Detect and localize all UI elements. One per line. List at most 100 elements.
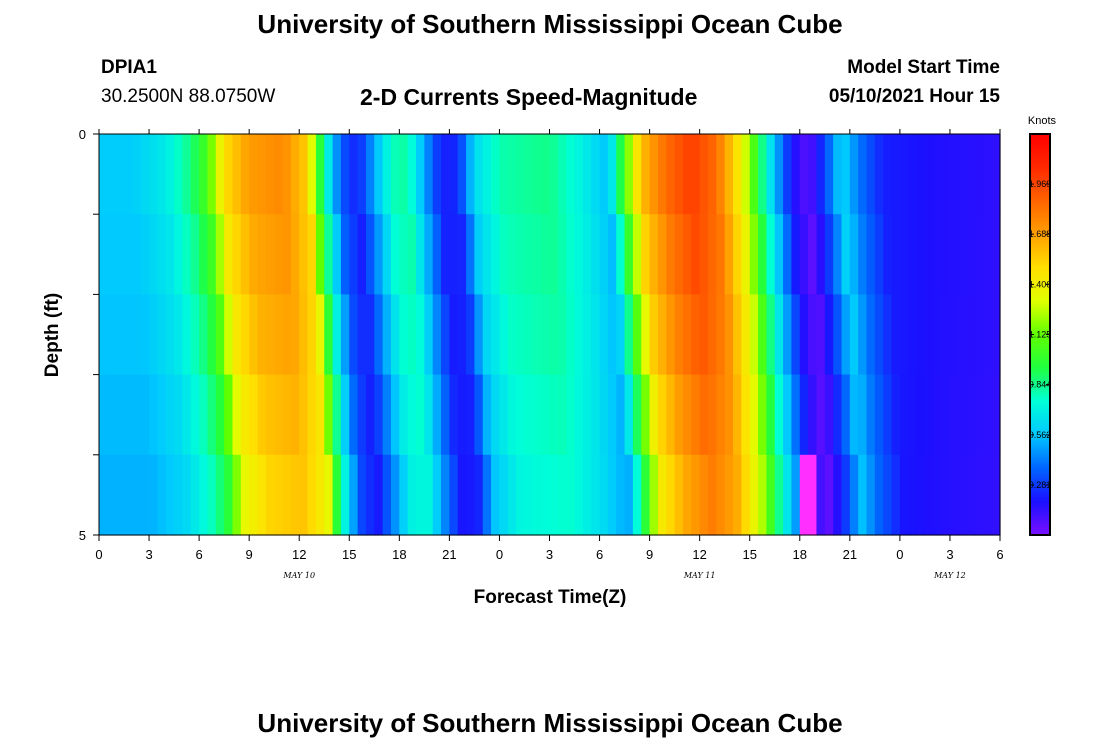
heatmap-cell [616, 294, 626, 376]
heatmap-cell [390, 214, 400, 295]
heatmap-cell [107, 134, 117, 215]
heatmap-cell [482, 454, 492, 536]
heatmap-cell [249, 454, 259, 536]
station-id: DPIA1 [101, 57, 157, 78]
heatmap-cell [274, 214, 284, 295]
heatmap-cell [149, 134, 158, 215]
x-tick-label: 18 [392, 547, 406, 562]
heatmap-cell [666, 454, 676, 536]
heatmap-cell [607, 454, 617, 536]
heatmap-cell [282, 374, 292, 456]
chart-title: 2-D Currents Speed-Magnitude [360, 84, 698, 110]
heatmap-cell [382, 214, 392, 295]
heatmap-cell [749, 454, 759, 536]
heatmap-cell [974, 294, 984, 376]
heatmap-cell [874, 134, 884, 215]
heatmap-cell [99, 374, 108, 456]
heatmap-cell [107, 294, 117, 376]
heatmap-cell [599, 374, 609, 456]
heatmap-cell [741, 454, 751, 536]
heatmap-cell [124, 454, 133, 536]
heatmap-cell [924, 454, 934, 536]
heatmap-cell [132, 374, 142, 456]
heatmap-cell [149, 454, 158, 536]
heatmap-cell [616, 134, 626, 215]
heatmap-cell [365, 214, 375, 295]
x-tick-label: 21 [843, 547, 857, 562]
heatmap-cell [99, 454, 108, 536]
heatmap-cell [824, 294, 834, 376]
heatmap-cell [941, 134, 951, 215]
heatmap-cell [491, 294, 501, 376]
heatmap-cell [349, 214, 359, 295]
heatmap-cell [708, 214, 717, 295]
heatmap-cell [899, 134, 909, 215]
heatmap-cell [441, 134, 450, 215]
heatmap-cell [457, 454, 467, 536]
heatmap-cell [482, 134, 492, 215]
heatmap-cell [524, 374, 534, 456]
heatmap-cell [416, 294, 425, 376]
heatmap-cell [441, 294, 450, 376]
heatmap-cell [99, 134, 108, 215]
heatmap-cell [591, 134, 601, 215]
heatmap-cell [132, 294, 142, 376]
heatmap-cell [891, 294, 901, 376]
heatmap-cell [190, 294, 200, 376]
heatmap-cell [315, 294, 325, 376]
heatmap-cell [324, 134, 334, 215]
heatmap-cell [290, 134, 300, 215]
heatmap-cell [157, 214, 167, 295]
x-tick-label: 3 [145, 547, 152, 562]
heatmap-cell [783, 134, 793, 215]
day-label: MAY 10 [282, 571, 315, 580]
heatmap-cell [299, 374, 309, 456]
heatmap-cell [582, 214, 592, 295]
heatmap-cell [557, 214, 567, 295]
heatmap-cell [307, 454, 317, 536]
heatmap-cell [716, 454, 726, 536]
heatmap-cell [224, 374, 234, 456]
heatmap-cell [199, 454, 209, 536]
heatmap-cell [949, 134, 959, 215]
heatmap-cell [482, 374, 492, 456]
x-tick-label: 9 [646, 547, 653, 562]
heatmap-cell [566, 214, 576, 295]
heatmap-cell [474, 374, 484, 456]
heatmap-cell [657, 374, 667, 456]
heatmap-cell [407, 294, 417, 376]
heatmap-cell [833, 374, 843, 456]
heatmap-cell [407, 374, 417, 456]
heatmap-cell [599, 454, 609, 536]
heatmap-cell [808, 294, 818, 376]
x-tick-label: 9 [246, 547, 253, 562]
heatmap-cell [157, 454, 167, 536]
heatmap-cell [174, 454, 184, 536]
heatmap-cell [816, 294, 826, 376]
station-coordinates: 30.2500N 88.0750W [101, 86, 276, 107]
heatmap-cell [866, 454, 876, 536]
heatmap-cell [349, 454, 359, 536]
heatmap-cell [682, 134, 692, 215]
heatmap-cell [99, 294, 108, 376]
heatmap-cell [916, 294, 926, 376]
heatmap-cell [549, 374, 559, 456]
heatmap-cell [983, 374, 993, 456]
heatmap-cell [749, 374, 759, 456]
heatmap-cell [524, 454, 534, 536]
heatmap-cell [966, 134, 976, 215]
heatmap-cell [516, 374, 526, 456]
heatmap-cell [724, 294, 734, 376]
x-tick-label: 21 [442, 547, 456, 562]
heatmap-cell [599, 214, 609, 295]
heatmap-cell [424, 374, 434, 456]
heatmap-cell [849, 294, 859, 376]
heatmap-cell [257, 214, 267, 295]
heatmap-cell [766, 134, 776, 215]
heatmap-cell [624, 374, 634, 456]
heatmap-cell [332, 374, 342, 456]
heatmap-cell [257, 454, 267, 536]
heatmap-cell [858, 294, 868, 376]
heatmap-cell [741, 134, 751, 215]
heatmap-cell [315, 134, 325, 215]
